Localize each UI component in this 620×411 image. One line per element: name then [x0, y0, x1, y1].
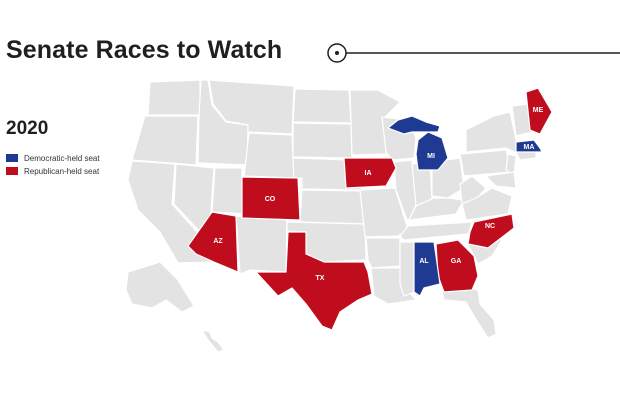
state-label: ME: [533, 107, 544, 114]
legend-item-republican: Republican-held seat: [6, 165, 100, 177]
state-colorado: [241, 176, 301, 221]
state-tennessee: [399, 221, 473, 241]
state-mississippi: [399, 241, 415, 297]
state-massachusetts: [515, 139, 543, 153]
state-kentucky: [407, 197, 465, 223]
legend-swatch-republican: [6, 167, 18, 175]
title-decoration: [327, 43, 620, 63]
state-north-dakota: [292, 88, 352, 124]
state-michigan: [387, 115, 449, 171]
legend: Democratic-held seat Republican-held sea…: [6, 152, 100, 178]
state-arkansas: [365, 237, 401, 269]
legend-label-republican: Republican-held seat: [24, 166, 100, 176]
state-vermont-nh: [511, 103, 533, 137]
state-california: [127, 160, 215, 264]
state-labels: ME MA MI IA CO AZ TX NC GA AL: [213, 107, 543, 282]
race-states: [187, 87, 553, 331]
state-maine: [525, 87, 553, 135]
state-label: AL: [419, 258, 429, 265]
state-iowa: [343, 157, 397, 189]
state-alaska: [125, 261, 195, 313]
state-label: AZ: [213, 238, 223, 245]
legend-label-democratic: Democratic-held seat: [24, 153, 100, 163]
state-label: TX: [316, 275, 325, 282]
state-label: NC: [485, 223, 495, 230]
state-label: CO: [265, 196, 276, 203]
legend-swatch-democratic: [6, 154, 18, 162]
state-label: MI: [427, 153, 435, 160]
state-label: GA: [451, 258, 462, 265]
legend-item-democratic: Democratic-held seat: [6, 152, 100, 164]
state-montana: [208, 79, 295, 135]
state-oregon: [131, 115, 199, 166]
state-north-carolina: [467, 213, 515, 249]
state-texas: [255, 231, 373, 331]
state-wyoming: [243, 132, 295, 179]
year-heading: 2020: [6, 118, 49, 139]
state-virginia: [461, 187, 513, 221]
state-new-mexico: [235, 215, 288, 275]
state-florida: [441, 287, 497, 339]
page-title: Senate Races to Watch: [6, 36, 283, 64]
state-arizona: [187, 211, 239, 273]
state-new-york: [465, 111, 519, 155]
state-label: MA: [524, 144, 535, 151]
state-pennsylvania: [459, 149, 513, 177]
state-label: IA: [365, 170, 372, 177]
state-alabama: [413, 241, 441, 297]
state-south-dakota: [292, 122, 353, 159]
state-hawaii: [201, 329, 225, 353]
state-washington: [147, 79, 201, 116]
state-maryland-delaware: [485, 171, 517, 189]
state-kansas: [299, 189, 365, 225]
